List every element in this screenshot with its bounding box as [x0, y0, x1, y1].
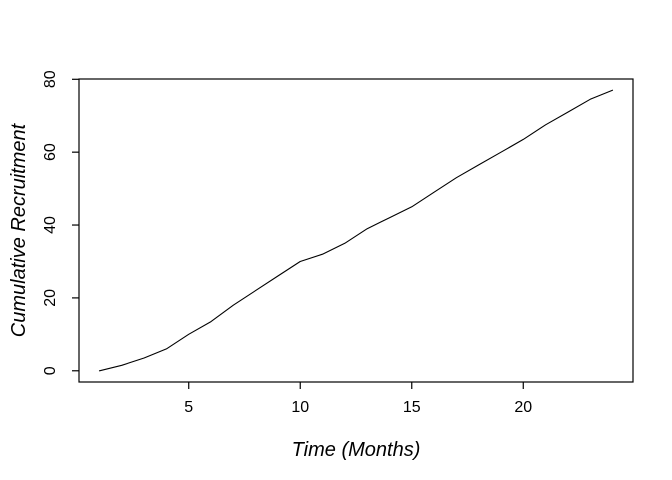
y-tick-label: 40 [42, 216, 59, 234]
cumulative-recruitment-line [98, 89, 614, 372]
plot-box [78, 78, 634, 383]
y-tick-label: 80 [42, 70, 59, 88]
x-tick-label: 15 [403, 399, 421, 416]
x-tick-label: 20 [514, 399, 532, 416]
y-tick-label: 20 [42, 289, 59, 307]
x-tick-label: 10 [291, 399, 309, 416]
y-tick-label: 0 [42, 366, 59, 375]
x-tick-label: 5 [184, 399, 193, 416]
y-tick-label: 60 [42, 143, 59, 161]
x-axis-label: Time (Months) [292, 439, 421, 461]
y-axis-label: Cumulative Recruitment [8, 122, 30, 337]
